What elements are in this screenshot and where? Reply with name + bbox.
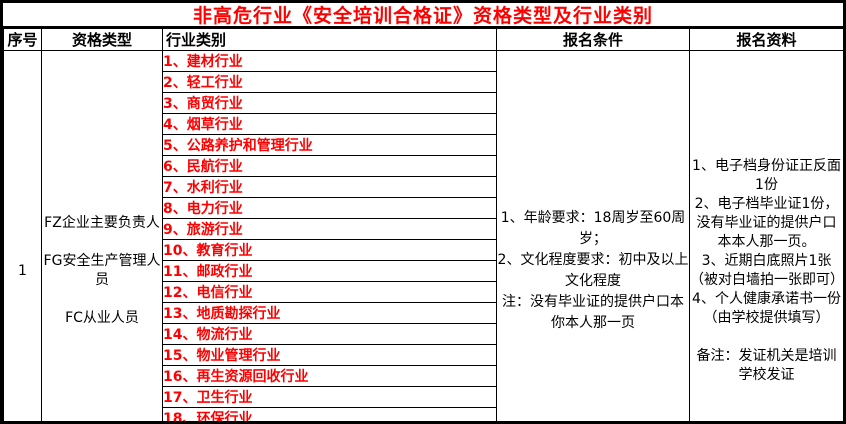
cell-line: 1、年龄要求：18周岁至60周岁； bbox=[500, 210, 686, 247]
table-body: 1 FZ企业主要负责人 FG安全生产管理人员 FC从业人员 1、建材行业 1、年龄要… bbox=[3, 50, 844, 421]
header-registration-conditions: 报名条件 bbox=[496, 28, 690, 51]
industry-cell: 16、再生资源回收行业 bbox=[162, 365, 497, 387]
industry-cell: 8、电力行业 bbox=[162, 197, 497, 219]
cell-line: FC从业人员 bbox=[65, 310, 139, 326]
qualification-table: 序号 资格类型 行业类别 报名条件 报名资料 1 FZ企业主要负责人 FG安全生产… bbox=[3, 28, 844, 421]
qualification-type-cell: FZ企业主要负责人 FG安全生产管理人员 FC从业人员 bbox=[41, 50, 163, 421]
seq-cell: 1 bbox=[3, 50, 42, 421]
industry-cell: 6、民航行业 bbox=[162, 155, 497, 177]
header-row: 序号 资格类型 行业类别 报名条件 报名资料 bbox=[3, 28, 843, 51]
industry-row: 10、教育行业 bbox=[4, 239, 844, 261]
industry-cell: 18、环保行业 bbox=[162, 407, 497, 421]
industry-row: 17、卫生行业 bbox=[4, 386, 844, 408]
industry-row: 1 FZ企业主要负责人 FG安全生产管理人员 FC从业人员 1、建材行业 1、年龄要… bbox=[3, 50, 843, 421]
industry-row: 15、物业管理行业 bbox=[4, 344, 844, 366]
header-seq: 序号 bbox=[3, 28, 42, 51]
conditions-cell: 1、年龄要求：18周岁至60周岁； 2、文化程度要求：初中及以上文化程度 注：没有毕… bbox=[496, 50, 690, 421]
industry-cell: 1、建材行业 bbox=[162, 50, 497, 72]
header-registration-materials: 报名资料 bbox=[689, 28, 843, 51]
cell-line: 注：没有毕业证的提供户口本你本人那一页 bbox=[502, 294, 684, 331]
industry-cell: 4、烟草行业 bbox=[162, 113, 497, 135]
industry-cell: 7、水利行业 bbox=[162, 176, 497, 198]
cell-line: 1、电子档身份证正反面1份 bbox=[692, 158, 841, 193]
cell-line: 4、个人健康承诺书一份（由学校提供填写） bbox=[692, 291, 841, 326]
industry-cell: 5、公路养护和管理行业 bbox=[162, 134, 497, 156]
industry-cell: 11、邮政行业 bbox=[162, 260, 497, 282]
industry-cell: 3、商贸行业 bbox=[162, 92, 497, 114]
industry-cell: 13、地质勘探行业 bbox=[162, 302, 497, 324]
industry-cell: 17、卫生行业 bbox=[162, 386, 497, 408]
cell-line: FG安全生产管理人员 bbox=[43, 253, 161, 288]
cell-line: FZ企业主要负责人 bbox=[44, 215, 160, 231]
header-qualification-type: 资格类型 bbox=[41, 28, 163, 51]
header-industry-category: 行业类别 bbox=[162, 28, 497, 51]
industry-cell: 10、教育行业 bbox=[162, 239, 497, 261]
cell-line: 3、近期白底照片1张（被对白墙拍一张即可） bbox=[690, 253, 844, 288]
industry-row: 6、民航行业 bbox=[4, 155, 844, 177]
materials-cell: 1、电子档身份证正反面1份 2、电子档毕业证1份，没有毕业证的提供户口本本人那一页… bbox=[689, 50, 844, 421]
cell-line: 2、文化程度要求：初中及以上文化程度 bbox=[497, 252, 689, 289]
cell-line: 2、电子档毕业证1份，没有毕业证的提供户口本本人那一页。 bbox=[694, 196, 839, 250]
industry-cell: 15、物业管理行业 bbox=[162, 344, 497, 366]
industry-row: 14、物流行业 bbox=[4, 323, 844, 345]
industry-cell: 14、物流行业 bbox=[162, 323, 497, 345]
page-title: 非高危行业《安全培训合格证》资格类型及行业类别 bbox=[3, 3, 843, 28]
industry-cell: 9、旅游行业 bbox=[162, 218, 497, 240]
industry-cell: 12、电信行业 bbox=[162, 281, 497, 303]
industry-cell: 2、轻工行业 bbox=[162, 71, 497, 93]
materials-note: 备注：发证机关是培训学校发证 bbox=[696, 348, 837, 383]
industry-row: 18、环保行业 bbox=[4, 407, 844, 421]
